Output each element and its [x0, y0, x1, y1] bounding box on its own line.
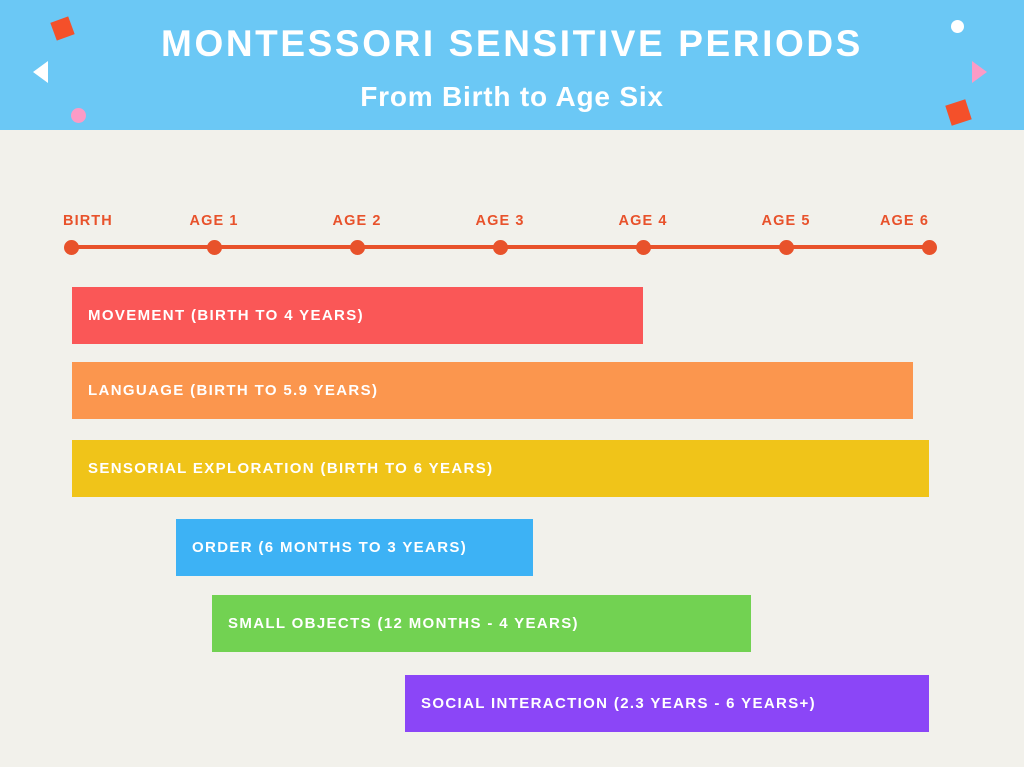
period-bar-label: SMALL OBJECTS (12 MONTHS - 4 YEARS)	[228, 615, 579, 632]
period-bar-label: SENSORIAL EXPLORATION (BIRTH TO 6 YEARS)	[88, 460, 494, 477]
triangle-pink-right-icon	[972, 61, 987, 83]
period-bar-social-interaction[interactable]: SOCIAL INTERACTION (2.3 YEARS - 6 YEARS+…	[405, 675, 929, 732]
period-bar-movement[interactable]: MOVEMENT (BIRTH TO 4 YEARS)	[72, 287, 643, 344]
period-bar-label: ORDER (6 MONTHS TO 3 YEARS)	[192, 539, 468, 556]
page-title: MONTESSORI SENSITIVE PERIODS	[161, 23, 863, 64]
period-bar-sensorial-exploration[interactable]: SENSORIAL EXPLORATION (BIRTH TO 6 YEARS)	[72, 440, 929, 497]
circle-pink-left-icon	[71, 108, 86, 123]
period-bar-order[interactable]: ORDER (6 MONTHS TO 3 YEARS)	[176, 519, 533, 576]
period-bar-label: LANGUAGE (BIRTH TO 5.9 YEARS)	[88, 382, 379, 399]
triangle-white-left-icon	[33, 61, 48, 83]
header-banner: MONTESSORI SENSITIVE PERIODS From Birth …	[0, 0, 1024, 130]
circle-white-right-icon	[951, 20, 964, 33]
period-bar-label: SOCIAL INTERACTION (2.3 YEARS - 6 YEARS+…	[421, 695, 817, 712]
period-bar-language[interactable]: LANGUAGE (BIRTH TO 5.9 YEARS)	[72, 362, 913, 419]
page-subtitle: From Birth to Age Six	[360, 81, 664, 112]
period-bar-label: MOVEMENT (BIRTH TO 4 YEARS)	[88, 307, 364, 324]
period-bar-small-objects[interactable]: SMALL OBJECTS (12 MONTHS - 4 YEARS)	[212, 595, 751, 652]
